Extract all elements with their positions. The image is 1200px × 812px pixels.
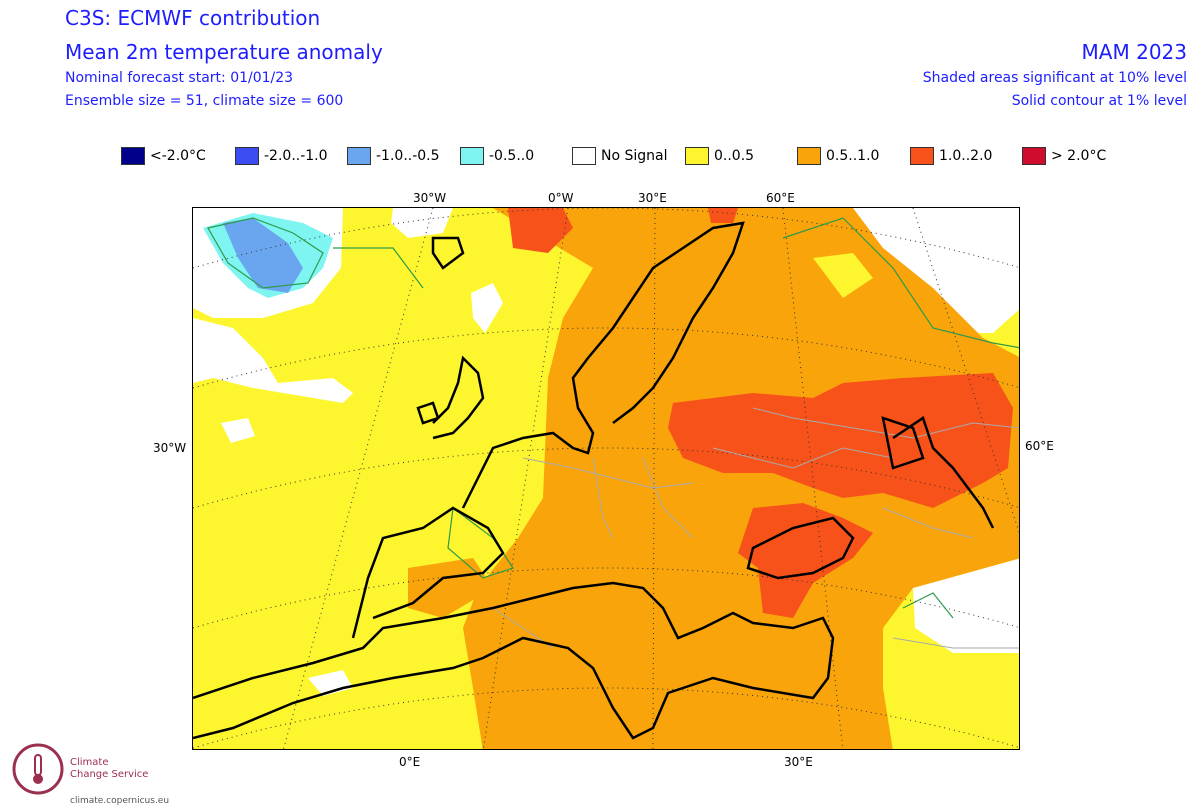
axis-label-top: 60°E (766, 191, 795, 205)
significance-1-label: Solid contour at 1% level (1011, 93, 1187, 109)
logo-url: climate.copernicus.eu (70, 796, 170, 806)
ensemble-size-label: Ensemble size = 51, climate size = 600 (65, 93, 344, 109)
legend-label: No Signal (601, 148, 668, 164)
significance-10-label: Shaded areas significant at 10% level (922, 70, 1187, 86)
legend-swatch (572, 147, 596, 165)
anomaly-field-lightblue (223, 218, 303, 293)
chart-title: C3S: ECMWF contribution (65, 6, 321, 30)
legend-label: 0.5..1.0 (826, 148, 880, 164)
anomaly-field-red (508, 208, 573, 253)
anomaly-field-red (668, 373, 1013, 508)
no-signal-area (193, 318, 353, 403)
axis-label-top: 30°W (413, 191, 447, 205)
legend-swatch (347, 147, 371, 165)
no-signal-area (221, 418, 255, 443)
anomaly-field-red (708, 208, 738, 223)
legend-swatch (235, 147, 259, 165)
legend-label: <-2.0°C (150, 148, 206, 164)
anomaly-field-red (738, 503, 873, 618)
legend-swatch (910, 147, 934, 165)
legend-label: -2.0..-1.0 (264, 148, 328, 164)
axis-label-bottom: 0°E (399, 755, 421, 769)
logo-line1: Climate (70, 757, 109, 768)
country-borders (492, 407, 1019, 649)
no-signal-area (391, 208, 453, 238)
season-label: MAM 2023 (1081, 40, 1187, 64)
copernicus-logo (8, 737, 188, 809)
legend-label: -0.5..0 (489, 148, 535, 164)
map-graphic (193, 208, 1019, 749)
logo-line2: Change Service (70, 769, 149, 780)
anomaly-field-orange (813, 253, 873, 298)
axis-label-top: 0°W (548, 191, 574, 205)
axis-label-top: 30°E (638, 191, 667, 205)
logo-name: Climate Change Service (70, 757, 148, 781)
anomaly-map (192, 207, 1020, 750)
axis-label-bottom: 30°E (784, 755, 813, 769)
graticule (193, 208, 1019, 749)
anomaly-field-orange (408, 558, 493, 618)
legend-swatch (685, 147, 709, 165)
legend-swatch (1022, 147, 1046, 165)
no-signal-area (471, 283, 503, 333)
forecast-start-label: Nominal forecast start: 01/01/23 (65, 70, 294, 86)
no-signal-area (853, 208, 1019, 333)
variable-title: Mean 2m temperature anomaly (65, 40, 383, 64)
no-signal-area (913, 558, 1019, 653)
legend-swatch (797, 147, 821, 165)
legend-label: 0..0.5 (714, 148, 755, 164)
axis-label-left: 30°W (153, 441, 187, 455)
axis-label-right: 60°E (1025, 439, 1054, 453)
thermometer-logo-icon (12, 743, 64, 795)
coastlines (193, 221, 995, 740)
legend-label: > 2.0°C (1051, 148, 1107, 164)
legend-label: 1.0..2.0 (939, 148, 993, 164)
legend-label: -1.0..-0.5 (376, 148, 440, 164)
legend-swatch (460, 147, 484, 165)
legend-swatch (121, 147, 145, 165)
significance-contour (207, 217, 1019, 619)
anomaly-field-orange (463, 208, 1019, 749)
